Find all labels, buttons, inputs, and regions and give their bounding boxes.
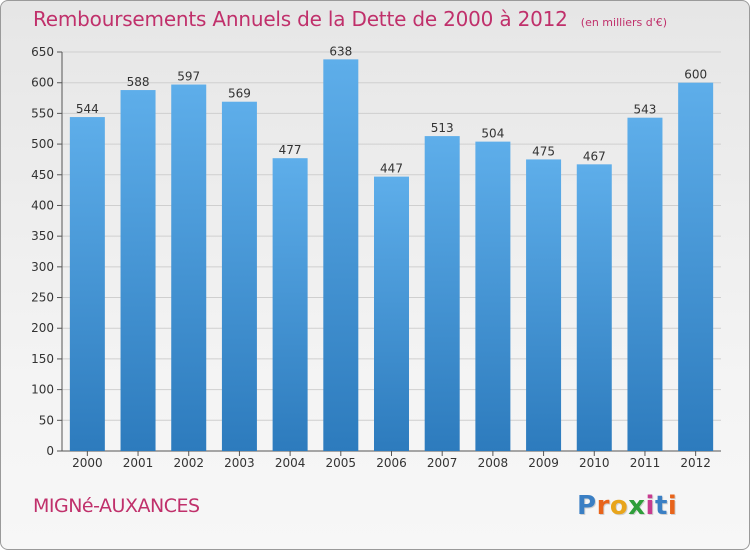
data-label: 600 [684, 68, 707, 82]
bar [678, 82, 714, 451]
x-tick-label: 2001 [123, 456, 154, 470]
chart-title: Remboursements Annuels de la Dette de 20… [33, 7, 568, 31]
data-label: 504 [481, 127, 504, 141]
data-label: 544 [76, 102, 99, 116]
logo-letter: r [596, 491, 610, 521]
proxiti-logo: Proxiti [577, 491, 677, 521]
y-tick-label: 450 [31, 168, 54, 182]
bar [424, 136, 460, 451]
x-tick-label: 2010 [579, 456, 610, 470]
x-tick-label: 2012 [680, 456, 711, 470]
y-tick-label: 100 [31, 383, 54, 397]
data-label: 447 [380, 162, 403, 176]
logo-letter: o [609, 491, 629, 521]
y-tick-label: 500 [31, 137, 54, 151]
bar [475, 141, 511, 452]
y-tick-label: 600 [31, 76, 54, 90]
bar [120, 90, 156, 451]
data-label: 569 [228, 87, 251, 101]
bar [272, 158, 308, 452]
logo-letter: x [628, 491, 646, 521]
bar [627, 117, 663, 451]
logo-letter: t [654, 491, 668, 521]
x-tick-label: 2011 [630, 456, 661, 470]
data-label: 588 [127, 75, 150, 89]
x-tick-label: 2008 [478, 456, 509, 470]
x-tick-label: 2004 [275, 456, 306, 470]
chart-unit: (en milliers d'€) [580, 16, 668, 29]
data-label: 597 [177, 70, 200, 84]
x-tick-label: 2006 [376, 456, 407, 470]
y-tick-label: 650 [31, 45, 54, 59]
y-tick-label: 150 [31, 352, 54, 366]
bar [374, 176, 409, 451]
data-label: 638 [329, 44, 352, 58]
bar [69, 117, 105, 452]
logo-letter: i [667, 491, 678, 521]
data-label: 477 [279, 143, 302, 157]
y-tick-label: 300 [31, 260, 54, 274]
y-tick-label: 250 [31, 291, 54, 305]
bar [323, 59, 359, 452]
x-tick-label: 2005 [326, 456, 357, 470]
y-tick-label: 0 [46, 444, 54, 458]
data-label: 475 [532, 144, 555, 158]
chart-header: Remboursements Annuels de la Dette de 20… [33, 7, 667, 31]
bar [171, 84, 207, 451]
logo-letter: i [645, 491, 655, 521]
y-tick-label: 350 [31, 229, 54, 243]
logo-letter: P [577, 491, 597, 521]
x-tick-label: 2007 [427, 456, 458, 470]
x-tick-label: 2000 [72, 456, 103, 470]
data-label: 513 [431, 121, 454, 135]
data-label: 467 [583, 149, 606, 163]
x-tick-label: 2003 [224, 456, 255, 470]
bar [221, 101, 257, 452]
y-tick-label: 400 [31, 198, 54, 212]
y-tick-label: 50 [39, 413, 54, 427]
x-tick-label: 2002 [173, 456, 204, 470]
data-label: 543 [634, 103, 657, 117]
bar [526, 159, 562, 451]
bar [576, 164, 612, 451]
y-tick-label: 200 [31, 321, 54, 335]
y-tick-label: 550 [31, 106, 54, 120]
place-name: MIGNé-AUXANCES [33, 495, 200, 517]
x-tick-label: 2009 [528, 456, 559, 470]
